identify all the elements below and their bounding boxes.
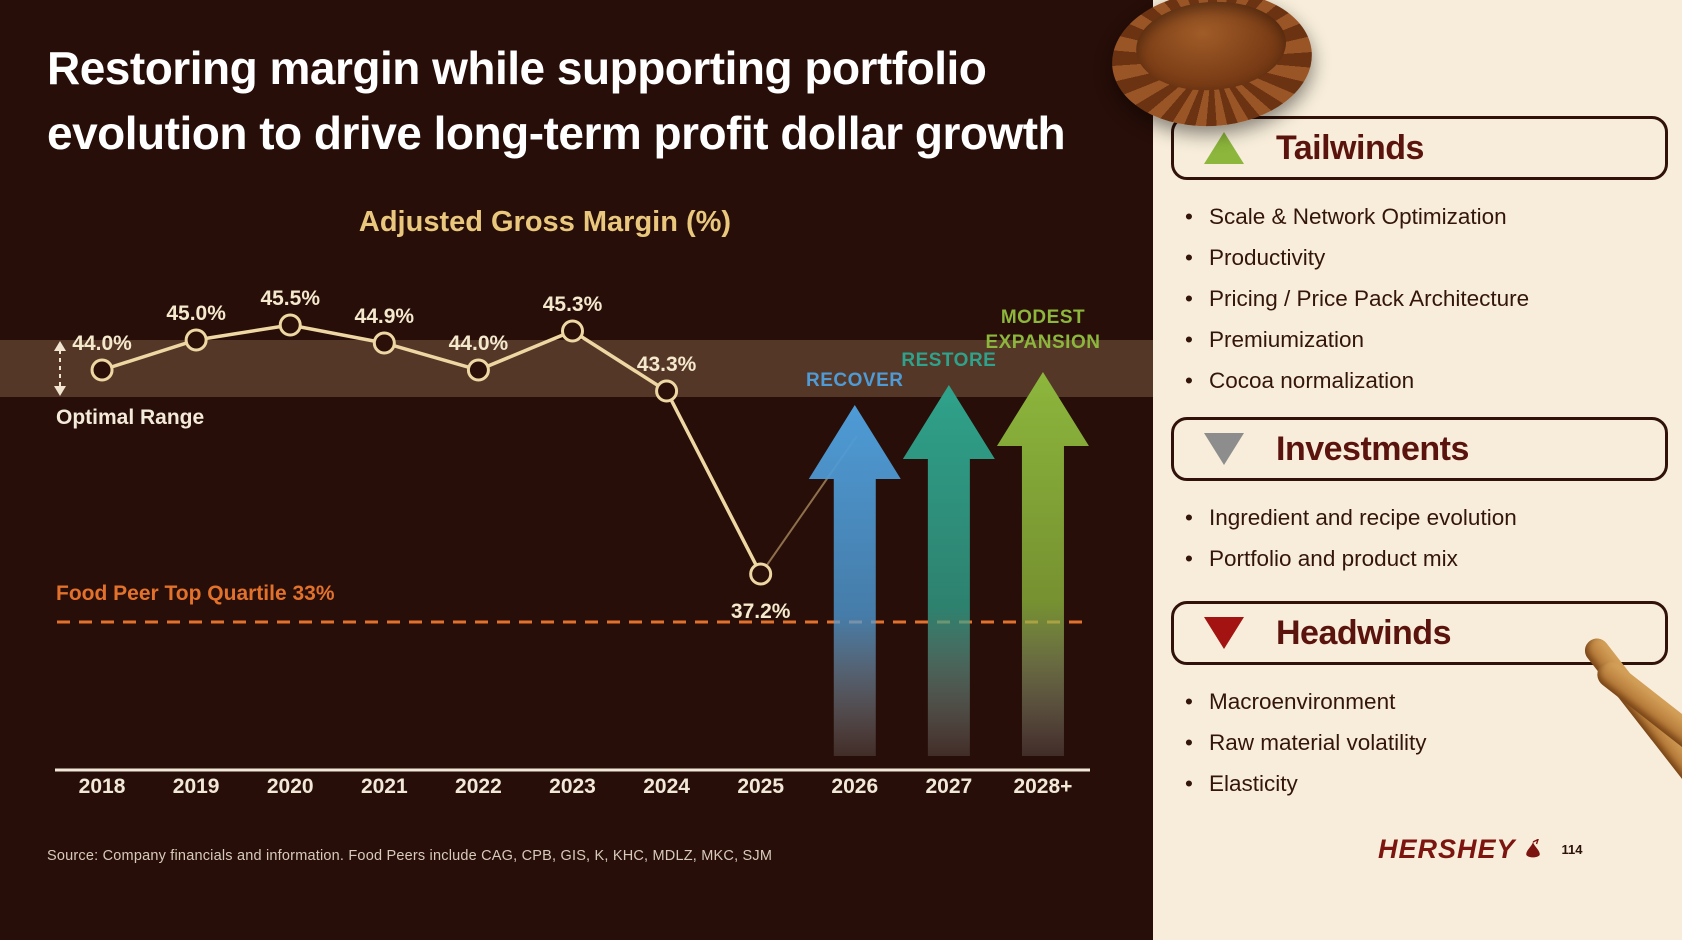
svg-text:2020: 2020 (267, 775, 314, 798)
page-title-line2: evolution to drive long-term profit doll… (47, 107, 1066, 160)
projection-arrow-icon (808, 405, 901, 756)
hershey-logo: HERSHEY (1378, 834, 1516, 864)
svg-text:37.2%: 37.2% (731, 600, 791, 623)
list-item: Scale & Network Optimization (1185, 196, 1668, 237)
svg-text:44.0%: 44.0% (72, 332, 132, 355)
chart-title: Adjusted Gross Margin (%) (358, 206, 732, 238)
svg-text:44.0%: 44.0% (449, 332, 509, 355)
svg-text:45.3%: 45.3% (543, 293, 603, 316)
list-item: Macroenvironment (1185, 681, 1668, 722)
svg-text:2028+: 2028+ (1013, 775, 1072, 798)
pretzel-stick (1592, 656, 1682, 794)
triangle-up-icon (1204, 132, 1244, 164)
list-item: Premiumization (1185, 319, 1668, 360)
optimal-range-label: Optimal Range (56, 406, 205, 429)
gross-margin-line-chart: 44.0% 45.0% 45.5% 44.9% 44.0% 45.3% 43.3% 37.2%… (0, 287, 1153, 798)
investments-list: Ingredient and recipe evolution Portfoli… (1179, 497, 1668, 579)
investments-title: Investments (1276, 429, 1469, 468)
side-panel: Tailwinds Scale & Network Optimization P… (1153, 0, 1682, 940)
svg-text:2025: 2025 (737, 775, 784, 798)
list-item: Elasticity (1185, 763, 1668, 804)
tailwinds-list: Scale & Network Optimization Productivit… (1179, 196, 1668, 401)
svg-text:44.9%: 44.9% (355, 305, 415, 328)
tailwinds-header: Tailwinds (1171, 116, 1668, 180)
page-title: Restoring margin while supporting portfo… (47, 36, 1177, 167)
benchmark-label: Food Peer Top Quartile 33% (56, 582, 335, 605)
pretzel-sticks-image (1540, 620, 1682, 840)
page-number: 114 (1561, 842, 1583, 857)
list-item: Raw material volatility (1185, 722, 1668, 763)
svg-text:2018: 2018 (79, 775, 126, 798)
svg-text:45.0%: 45.0% (166, 302, 226, 325)
source-note: Source: Company financials and informati… (47, 848, 773, 864)
section-headwinds: Headwinds Macroenvironment Raw material … (1171, 601, 1668, 804)
svg-text:2026: 2026 (831, 775, 878, 798)
svg-text:2024: 2024 (643, 775, 690, 798)
list-item: Cocoa normalization (1185, 360, 1668, 401)
svg-text:43.3%: 43.3% (637, 353, 697, 376)
triangle-down-icon (1204, 433, 1244, 465)
page-title-line1: Restoring margin while supporting portfo… (47, 42, 987, 94)
headwinds-title: Headwinds (1276, 613, 1451, 652)
list-item: Pricing / Price Pack Architecture (1185, 278, 1668, 319)
footer-brand-row: HERSHEY 114 (1378, 834, 1583, 865)
svg-text:2019: 2019 (173, 775, 220, 798)
list-item: Ingredient and recipe evolution (1185, 497, 1668, 538)
chart-zone: Restoring margin while supporting portfo… (0, 42, 1153, 864)
hershey-kiss-icon (1525, 838, 1540, 857)
tailwinds-title: Tailwinds (1276, 128, 1424, 167)
headwinds-list: Macroenvironment Raw material volatility… (1179, 681, 1668, 804)
list-item: Portfolio and product mix (1185, 538, 1668, 579)
svg-text:45.5%: 45.5% (260, 287, 320, 310)
svg-text:2022: 2022 (455, 775, 502, 798)
svg-text:2021: 2021 (361, 775, 408, 798)
section-tailwinds: Tailwinds Scale & Network Optimization P… (1171, 116, 1668, 401)
chocolate-cup-image (1107, 0, 1317, 133)
list-item: Productivity (1185, 237, 1668, 278)
projection-arrow-icon (996, 372, 1089, 756)
projection-arrow-icon (902, 385, 995, 756)
investments-header: Investments (1171, 417, 1668, 481)
svg-text:2023: 2023 (549, 775, 596, 798)
svg-text:2027: 2027 (926, 775, 973, 798)
section-investments: Investments Ingredient and recipe evolut… (1171, 417, 1668, 579)
triangle-down-icon (1204, 617, 1244, 649)
